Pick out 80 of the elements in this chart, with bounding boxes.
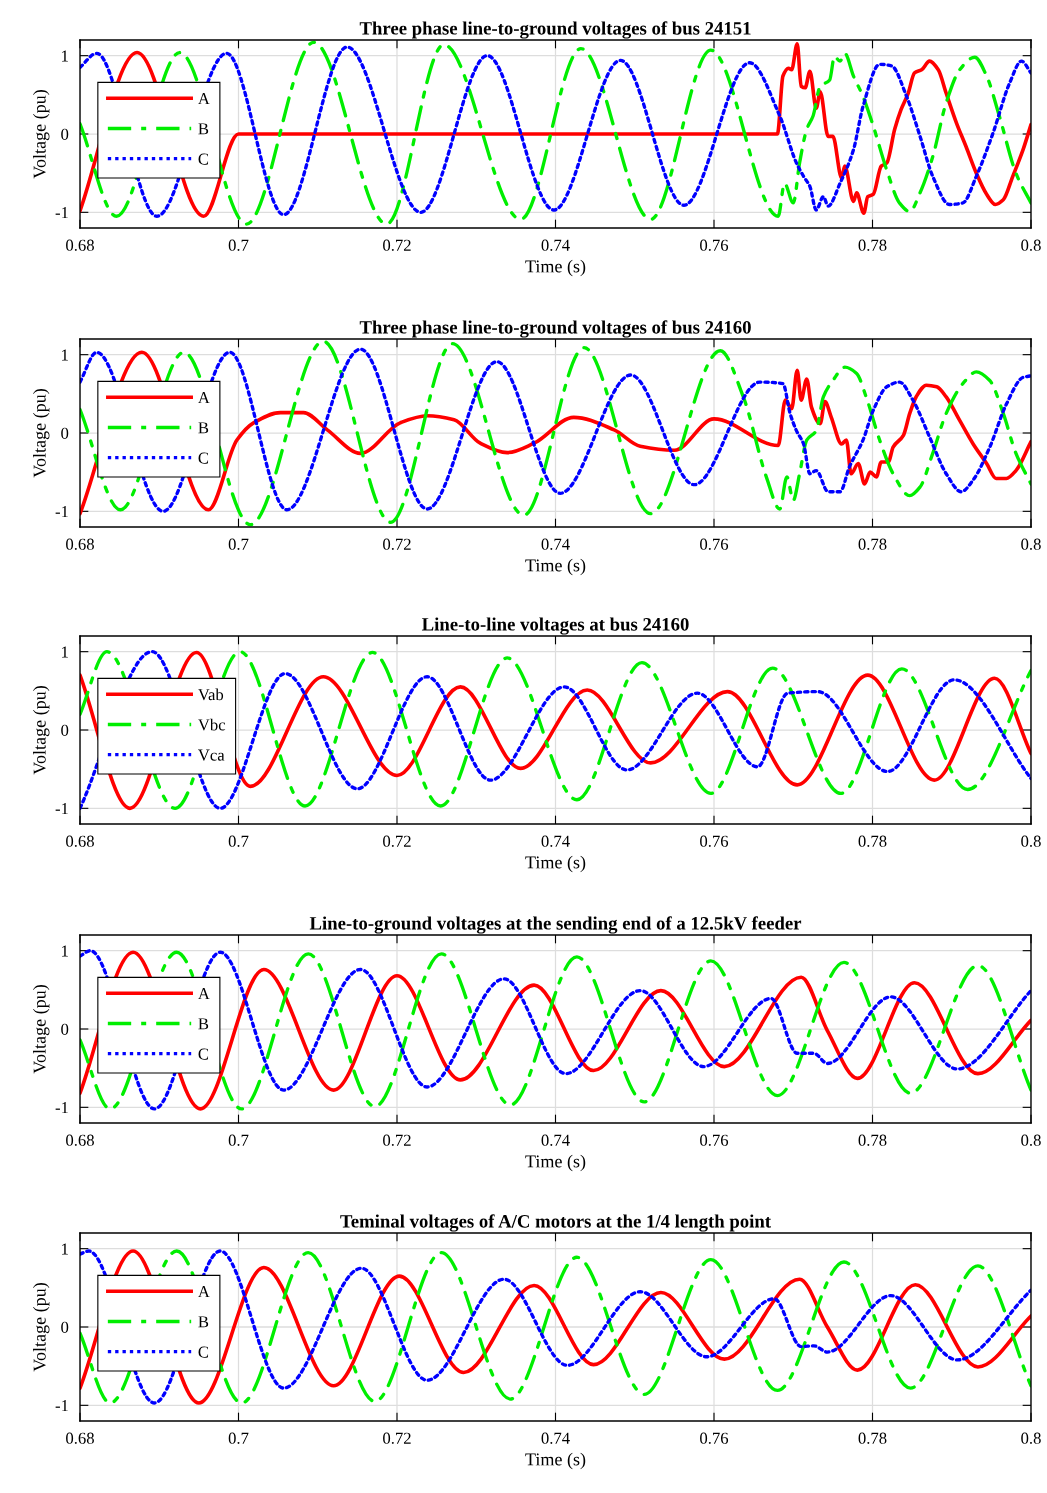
x-tick-label: 0.74 [541,239,570,251]
y-tick-label: -1 [55,803,68,815]
y-tick-label: -1 [55,506,68,518]
x-tick-label: 0.74 [541,538,570,550]
x-tick-label: 0.8 [1021,239,1041,251]
chart-title: Line-to-line voltages at bus 24160 [421,617,689,635]
x-tick-label: 0.68 [66,1134,94,1146]
legend-label: Vca [198,749,225,761]
legend-label: C [198,452,209,464]
y-axis-title: Voltage (pu) [33,1283,50,1372]
x-tick-label: 0.72 [383,538,411,550]
x-tick-label: 0.7 [228,835,249,847]
y-axis-title: Voltage (pu) [33,985,50,1074]
chart-title: Line-to-ground voltages at the sending end of a 12.5kV feeder [309,916,802,934]
legend-label: A [198,392,210,404]
x-tick-label: 0.78 [858,1432,887,1444]
x-axis-title: Time (s) [525,855,586,873]
x-tick-label: 0.7 [228,239,249,251]
x-axis-title: Time (s) [525,558,586,576]
x-tick-label: 0.8 [1021,1134,1041,1146]
legend-label: C [198,1346,209,1358]
x-tick-label: 0.76 [700,538,729,550]
x-tick-label: 0.72 [383,835,411,847]
x-tick-label: 0.8 [1021,835,1041,847]
legend-label: Vab [198,688,224,701]
chart-title: Teminal voltages of A/C motors at the 1/4 length point [340,1214,771,1232]
y-tick-label: 1 [62,50,68,62]
x-tick-label: 0.68 [66,239,94,251]
legend-label: B [198,422,209,434]
legend-label: A [198,93,210,105]
x-axis-title: Time (s) [525,1154,586,1172]
x-tick-label: 0.76 [700,835,729,847]
x-tick-label: 0.68 [66,538,94,550]
y-tick-label: -1 [55,1400,68,1412]
legend-label: B [198,1018,209,1030]
x-tick-label: 0.78 [858,239,887,251]
y-axis-title: Voltage (pu) [33,389,50,478]
y-tick-label: 1 [62,1243,68,1255]
y-axis-title: Voltage (pu) [33,686,50,775]
y-tick-label: 1 [62,945,68,957]
x-tick-label: 0.7 [228,1432,249,1444]
y-tick-label: -1 [55,207,68,219]
x-tick-label: 0.68 [66,835,94,847]
y-tick-label: 1 [62,646,68,658]
x-tick-label: 0.78 [858,538,887,550]
legend-label: Vbc [198,718,226,731]
y-tick-label: 1 [62,349,68,361]
x-tick-label: 0.76 [700,239,729,251]
x-axis-title: Time (s) [525,259,586,277]
x-tick-label: 0.8 [1021,1432,1041,1444]
y-axis-title: Voltage (pu) [33,90,50,179]
x-tick-label: 0.74 [541,1432,570,1444]
x-tick-label: 0.76 [700,1432,729,1444]
chart-title: Three phase line-to-ground voltages of bus 24151 [359,21,751,39]
y-tick-label: 0 [61,1023,69,1035]
x-tick-label: 0.76 [700,1134,729,1146]
legend-label: A [198,1286,210,1298]
legend-label: B [198,1316,209,1328]
x-tick-label: 0.74 [541,1134,570,1146]
y-tick-label: 0 [61,724,69,736]
x-tick-label: 0.72 [383,239,411,251]
legend-label: B [198,123,209,135]
x-tick-label: 0.78 [858,835,887,847]
x-tick-label: 0.7 [228,538,249,550]
x-tick-label: 0.72 [383,1432,411,1444]
x-tick-label: 0.74 [541,835,570,847]
y-tick-label: 0 [61,1321,69,1333]
x-tick-label: 0.68 [66,1432,94,1444]
legend-label: C [198,153,209,165]
y-tick-label: 0 [61,427,69,439]
x-axis-title: Time (s) [525,1452,586,1470]
y-tick-label: 0 [61,128,69,140]
legend-label: C [198,1048,209,1060]
chart-title: Three phase line-to-ground voltages of bus 24160 [359,320,751,338]
x-tick-label: 0.7 [228,1134,249,1146]
x-tick-label: 0.8 [1021,538,1041,550]
x-tick-label: 0.72 [383,1134,411,1146]
x-tick-label: 0.78 [858,1134,887,1146]
legend-label: A [198,988,210,1000]
y-tick-label: -1 [55,1102,68,1114]
